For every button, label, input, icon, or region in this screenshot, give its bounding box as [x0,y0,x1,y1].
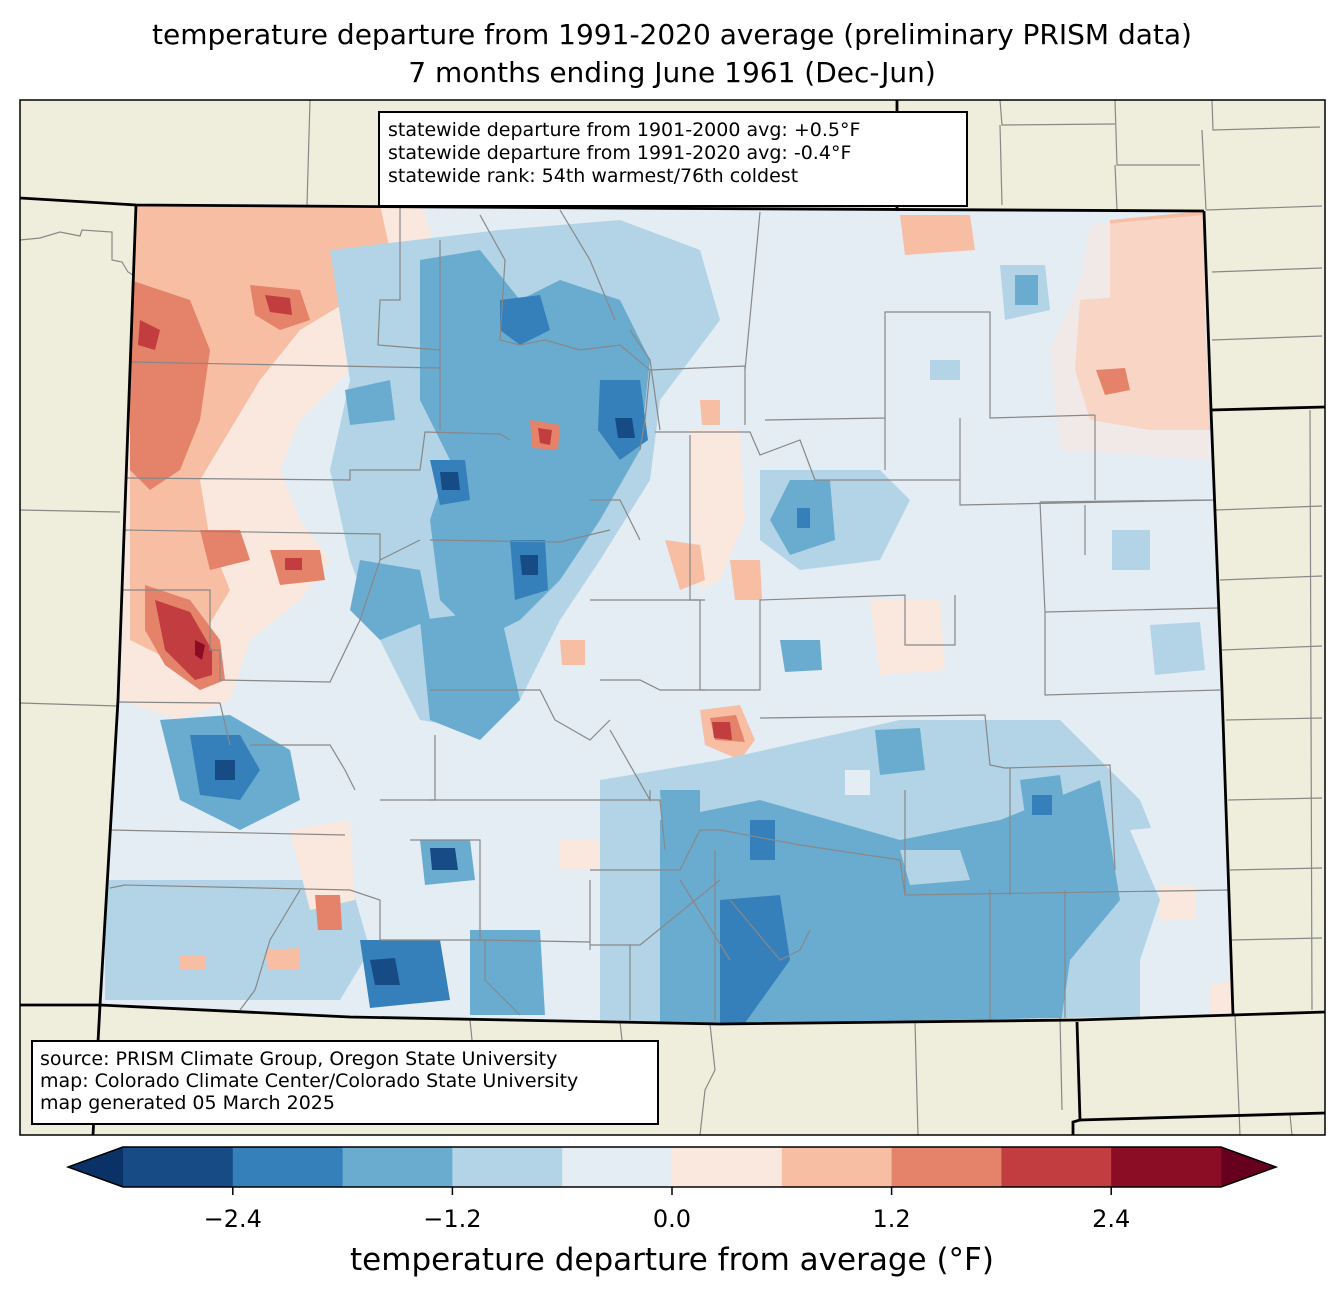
colorbar-bin [562,1147,673,1187]
colorbar-tick-label: 0.0 [652,1205,692,1233]
map-credit-line: map: Colorado Climate Center/Colorado St… [40,1070,579,1092]
colorbar-tick-label: 2.4 [1092,1205,1131,1233]
colorbar-bin [342,1147,453,1187]
map-frame [19,99,1326,1136]
colorbar-tick-label: 1.2 [872,1205,911,1233]
colorbar-bin [1001,1147,1112,1187]
neighbor-county-lines [20,100,1323,1135]
temperature-field [100,205,1233,1024]
map-subtitle: 7 months ending June 1961 (Dec-Jun) [408,56,936,89]
map-title: temperature departure from 1991-2020 ave… [152,18,1192,51]
colorbar-bin [1111,1147,1222,1187]
colorbar-bin [891,1147,1002,1187]
colorbar-bin [232,1147,344,1187]
colorbar-bin [452,1147,563,1187]
colorbar [65,1146,1279,1195]
stat-departure-1901-2000: statewide departure from 1901-2000 avg: … [388,119,861,141]
stat-rank: statewide rank: 54th warmest/76th coldes… [388,165,799,187]
colorbar-label: temperature departure from average (°F) [350,1242,994,1278]
source-line: source: PRISM Climate Group, Oregon Stat… [40,1048,558,1070]
colorbar-over-arrow [1221,1147,1276,1187]
colorbar-outline [65,1146,1279,1188]
colorbar-bin [123,1147,234,1187]
stat-departure-1991-2020: statewide departure from 1991-2020 avg: … [388,142,852,164]
colorbar-tick-label: −2.4 [203,1205,262,1233]
statewide-stats-box: statewide departure from 1901-2000 avg: … [378,111,968,207]
colorbar-tick-label: −1.2 [423,1205,482,1233]
county-lines [109,205,1231,1020]
colorbar-under-arrow [68,1147,123,1187]
colorbar-bin [672,1147,783,1187]
generated-date-line: map generated 05 March 2025 [40,1092,335,1114]
colorbar-bin [781,1147,893,1187]
source-box: source: PRISM Climate Group, Oregon Stat… [31,1040,659,1125]
